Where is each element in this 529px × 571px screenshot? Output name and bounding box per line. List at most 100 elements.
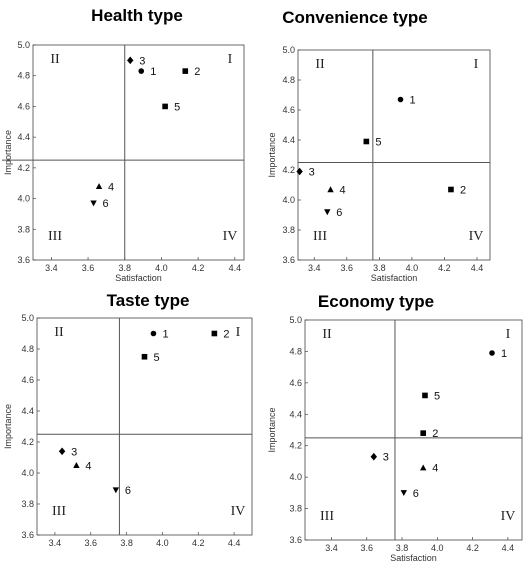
y-tick-label: 4.6 (17, 101, 30, 111)
quadrant-label: IV (469, 229, 484, 244)
x-tick-label: 3.8 (396, 543, 409, 553)
x-tick-label: 4.0 (155, 263, 168, 273)
data-point-diamond (370, 452, 378, 461)
y-tick-label: 4.6 (289, 378, 302, 388)
y-tick-label: 4.8 (282, 75, 295, 85)
data-point-label: 6 (336, 207, 342, 219)
data-point-label: 3 (139, 55, 145, 67)
x-tick-label: 4.2 (192, 538, 205, 548)
x-tick-label: 3.4 (49, 538, 62, 548)
data-point-label: 1 (410, 95, 416, 107)
quadrant-label: III (52, 504, 66, 519)
quadrant-label: III (48, 229, 62, 244)
x-tick-label: 3.6 (84, 538, 97, 548)
chart-title: Convenience type (282, 8, 428, 27)
data-point-triangle-down (112, 487, 120, 494)
data-point-circle (138, 68, 145, 74)
y-tick-label: 4.2 (21, 437, 34, 447)
y-tick-label: 4.0 (282, 195, 295, 205)
plot-frame (32, 44, 245, 261)
data-point-label: 4 (85, 460, 91, 472)
y-axis-label: Importance (3, 404, 13, 449)
y-tick-label: 4.2 (17, 163, 30, 173)
x-tick-label: 3.6 (360, 543, 373, 553)
x-tick-label: 4.2 (438, 263, 451, 273)
y-tick-label: 4.4 (289, 409, 302, 419)
y-tick-label: 4.8 (21, 344, 34, 354)
x-axis-label: Satisfaction (390, 553, 437, 563)
data-point-triangle-up (95, 183, 103, 189)
data-point-label: 6 (125, 485, 131, 497)
y-tick-label: 3.8 (17, 224, 30, 234)
data-point-triangle-down (324, 209, 331, 216)
x-tick-label: 3.6 (341, 263, 354, 273)
x-tick-label: 3.8 (373, 263, 386, 273)
data-point-square (448, 186, 454, 193)
x-tick-label: 3.4 (308, 263, 321, 273)
quadrant-label: II (315, 57, 325, 72)
data-point-label: 4 (432, 463, 438, 475)
quadrant-label: I (236, 325, 241, 340)
x-tick-label: 4.4 (229, 263, 242, 273)
data-point-label: 5 (154, 352, 160, 364)
taste-type-chart: Taste type 3.4 3.6 3.8 4.0 4.2 4.4 3.6 3.8 4.0 4.… (0, 285, 264, 571)
data-point-circle (397, 96, 404, 103)
quadrant-label: II (50, 52, 60, 67)
data-point-triangle-down (90, 200, 97, 207)
data-point-label: 5 (375, 137, 381, 149)
y-tick-label: 5.0 (21, 313, 34, 323)
data-point-square (182, 68, 189, 74)
quadrant-label: I (228, 52, 233, 67)
data-point-label: 3 (71, 446, 77, 458)
data-point-label: 1 (501, 348, 507, 360)
quadrant-label: III (320, 509, 334, 524)
quadrant-label: IV (501, 509, 516, 524)
quadrant-label: IV (223, 229, 238, 244)
x-tick-label: 3.4 (325, 543, 338, 553)
data-point-label: 1 (162, 329, 168, 341)
data-point-label: 3 (383, 452, 389, 464)
data-point-triangle-up (73, 462, 80, 468)
data-point-label: 6 (103, 198, 109, 210)
y-axis-label: Importance (267, 132, 277, 177)
y-tick-label: 5.0 (282, 45, 295, 55)
data-point-diamond (296, 167, 303, 176)
y-tick-label: 4.4 (21, 406, 34, 416)
y-tick-label: 4.0 (289, 472, 302, 482)
quadrant-label: IV (231, 504, 246, 519)
quadrant-label: II (322, 327, 332, 342)
data-point-label: 1 (150, 66, 156, 78)
data-point-square (141, 353, 148, 360)
quadrant-label: III (313, 229, 327, 244)
x-tick-label: 4.4 (228, 538, 241, 548)
x-tick-label: 4.2 (466, 543, 479, 553)
x-axis-label: Satisfaction (115, 273, 162, 283)
y-tick-label: 5.0 (289, 315, 302, 325)
y-tick-label: 3.8 (289, 504, 302, 514)
y-tick-label: 4.6 (282, 105, 295, 115)
data-point-label: 2 (460, 185, 466, 197)
x-tick-label: 4.4 (471, 263, 484, 273)
chart-title: Economy type (317, 292, 435, 311)
y-axis-label: Importance (3, 130, 13, 175)
chart-title: Taste type (106, 291, 190, 310)
data-point-square (422, 392, 428, 399)
y-tick-label: 4.2 (282, 165, 295, 175)
data-point-label: 2 (432, 428, 438, 440)
data-point-label: 2 (194, 66, 200, 78)
y-tick-label: 4.0 (17, 194, 30, 204)
chart-title: Health type (91, 6, 183, 25)
data-point-diamond (58, 447, 66, 456)
data-point-circle (150, 330, 157, 337)
data-point-square (162, 103, 168, 110)
x-tick-label: 4.0 (156, 538, 169, 548)
x-tick-label: 3.4 (45, 263, 58, 273)
x-tick-label: 3.8 (118, 263, 131, 273)
convenience-type-chart: Convenience type 3.4 3.6 3.8 4.0 4.2 4.4 3.6 3.… (264, 0, 529, 285)
y-tick-label: 3.8 (282, 225, 295, 235)
quadrant-label: II (54, 325, 64, 340)
y-axis-label: Importance (267, 407, 277, 452)
data-point-square (363, 138, 370, 145)
data-point-triangle-up (420, 464, 427, 471)
data-point-square (211, 330, 218, 337)
